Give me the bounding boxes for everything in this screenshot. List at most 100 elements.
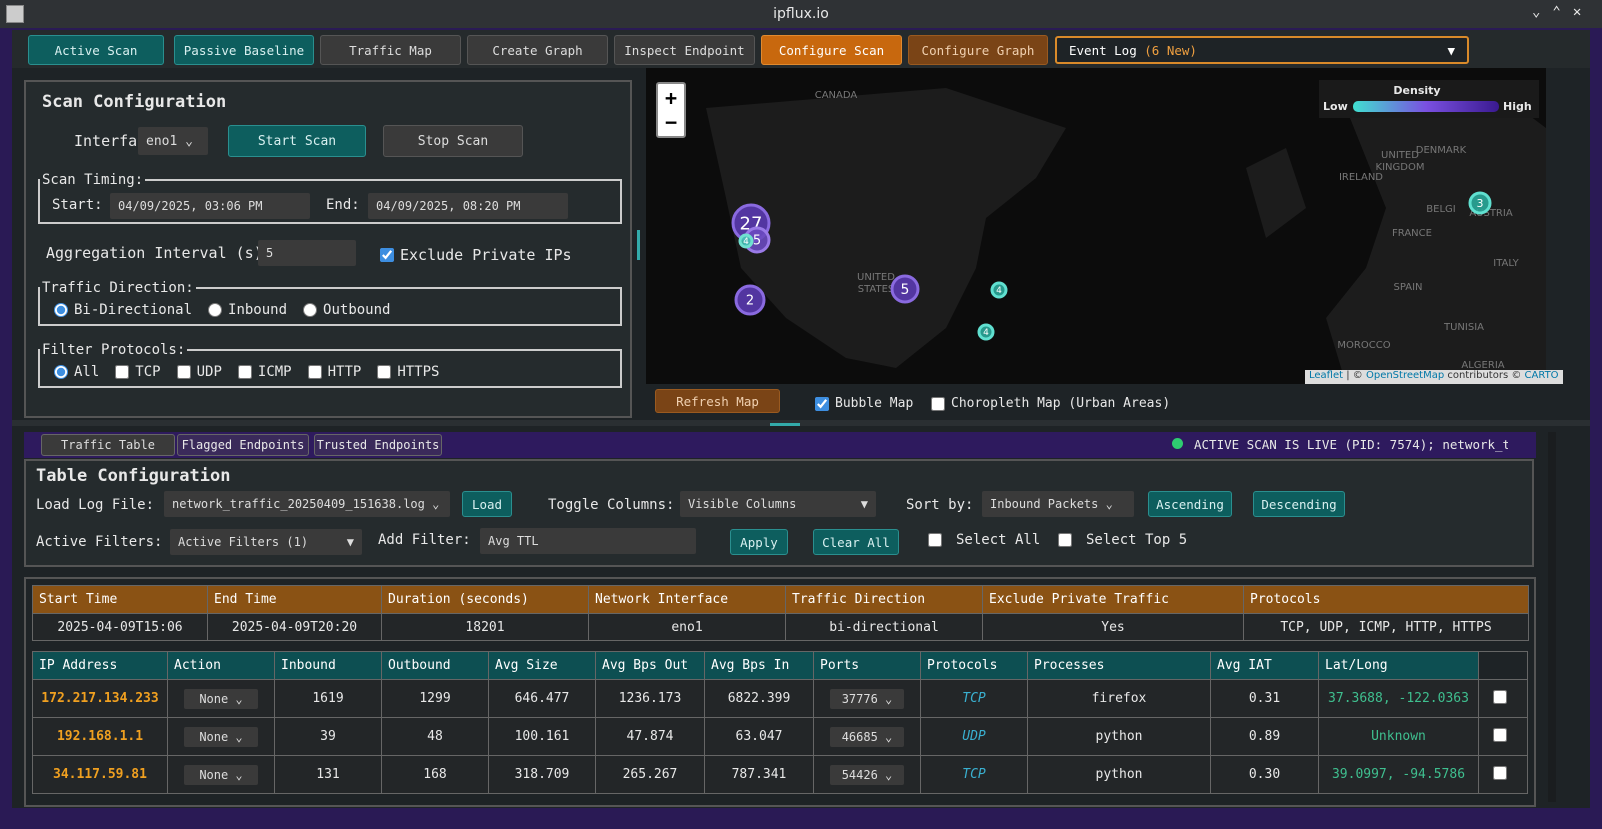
protocol-label: UDP [196,364,222,380]
cell: 0.89 [1210,717,1319,756]
direction-radio[interactable] [303,303,318,317]
interface-select[interactable]: eno1 ⌄ [138,127,208,155]
select-all-checkbox[interactable] [928,533,942,547]
cell: 47.874 [595,717,705,756]
legend-title: Density [1393,84,1441,97]
exclude-checkbox[interactable] [380,248,394,262]
aggregation-label: Aggregation Interval (s) [46,244,263,262]
map-label: KINGDOM [1376,162,1425,173]
sort-select[interactable]: Inbound Packets ⌄ [982,491,1134,517]
apply-button[interactable]: Apply [730,529,788,555]
file-select[interactable]: network_traffic_20250409_151638.log ⌄ [164,491,450,517]
direction-radio[interactable] [208,303,223,317]
start-scan-button[interactable]: Start Scan [228,125,366,157]
add-filter-label: Add Filter: [378,532,471,548]
avg-iat: 0.31 [1248,691,1281,706]
toggle-select[interactable]: Visible Columns ▼ [680,491,876,517]
map[interactable]: CANADAUNITEDSTATESDENMARKUNITEDKINGDOMIR… [646,68,1546,384]
cell: 646.477 [488,679,596,718]
attr-link[interactable]: Leaflet [1309,370,1344,381]
select-top-checkbox[interactable] [1058,533,1072,547]
tab-button[interactable]: Inspect Endpoint [614,35,755,65]
cell: 39 [274,717,382,756]
row-checkbox[interactable] [1493,727,1507,742]
protocol-checkbox[interactable] [176,365,191,379]
tab-button[interactable]: Configure Scan [761,35,902,65]
status-dot [1172,438,1183,449]
attr-link[interactable]: CARTO [1524,370,1559,381]
stop-scan-button[interactable]: Stop Scan [383,125,523,157]
protocol-option: TCP [115,364,161,380]
direction-radio[interactable] [54,303,68,317]
inbound: 1619 [312,691,344,706]
protocol-radio[interactable] [54,365,68,379]
bottom-tab[interactable]: Traffic Table [41,434,175,456]
ports-select[interactable]: 46685 ⌄ [830,726,904,747]
lat-long: 39.0997, -94.5786 [1331,767,1466,782]
action-select[interactable]: None ⌄ [184,764,258,785]
attr-link[interactable]: OpenStreetMap [1365,370,1445,381]
header-cell: Lat/Long [1318,651,1479,680]
tab-button[interactable]: Create Graph [467,35,608,65]
protocol-label: HTTP [327,364,362,380]
zoom-out[interactable]: − [664,110,678,134]
load-button[interactable]: Load [462,491,512,517]
ascending-button[interactable]: Ascending [1148,491,1232,517]
end-input[interactable]: 04/09/2025, 08:20 PM [368,193,568,219]
map-label: UNITED [1381,150,1419,161]
bubble-checkbox[interactable] [815,396,829,411]
filters-select[interactable]: Active Filters (1) ▼ [170,529,362,555]
event-log-dropdown[interactable]: Event Log (6 New) ▼ [1055,36,1469,64]
map-label: IRELAND [1339,172,1383,183]
summary-cell: eno1 [588,613,786,641]
tab-button[interactable]: Active Scan [28,35,164,65]
bottom-tab[interactable]: Trusted Endpoints [314,434,442,456]
cell: None ⌄ [167,717,275,756]
start-input[interactable]: 04/09/2025, 03:06 PM [110,193,310,219]
protocol-checkbox[interactable] [115,365,130,379]
ports-select[interactable]: 54426 ⌄ [830,764,904,785]
bottom-tab-bar: Traffic Table Flagged Endpoints Trusted En… [24,432,1536,458]
zoom-in[interactable]: + [664,86,678,110]
exclude-label: Exclude Private IPs [400,246,572,264]
header-cell: End Time [207,585,382,614]
horizontal-splitter[interactable] [12,420,1590,426]
protocol-checkbox[interactable] [307,365,322,379]
map-label: ITALY [1493,258,1519,269]
protocol-checkbox[interactable] [237,365,252,379]
action-select[interactable]: None ⌄ [184,726,258,747]
cell: None ⌄ [167,755,275,794]
title-bar: ipflux.io ⌄⌃✕ [0,0,1602,28]
refresh-map-button[interactable]: Refresh Map [655,389,780,413]
row-checkbox[interactable] [1493,689,1507,704]
bottom-tab[interactable]: Flagged Endpoints [177,434,309,456]
protocol-checkbox[interactable] [377,365,392,379]
row-checkbox[interactable] [1493,765,1507,780]
cluster-bubble [738,233,754,249]
protocol-options: All TCP UDP ICMP HTTP HTTPS [54,364,455,383]
tab-button[interactable]: Configure Graph [908,35,1048,65]
inbound: 131 [316,767,340,782]
table-row: 192.168.1.1 None ⌄ 39 48 100.161 47.874 63.047… [32,717,1528,756]
tab-button[interactable]: Passive Baseline [174,35,314,65]
density-legend: Density Low High [1319,80,1539,118]
tab-button[interactable]: Traffic Map [320,35,461,65]
window-controls[interactable]: ⌄⌃✕ [1532,4,1594,20]
add-filter-select[interactable]: Avg TTL [480,528,696,554]
ports-select[interactable]: 37776 ⌄ [830,688,904,709]
clear-button[interactable]: Clear All [813,529,899,555]
splitter-handle[interactable] [637,230,640,260]
action-select[interactable]: None ⌄ [184,688,258,709]
aggregation-input[interactable]: 5 [258,240,356,266]
bps-in: 63.047 [735,729,783,744]
choropleth-checkbox[interactable] [931,396,945,411]
splitter-handle[interactable] [770,423,800,426]
process: python [1095,767,1143,782]
scrollbar[interactable] [1548,432,1556,802]
descending-button[interactable]: Descending [1253,491,1345,517]
toggle-value: Visible Columns [688,497,797,511]
header-cell: Avg IAT [1210,651,1319,680]
cell: 100.161 [488,717,596,756]
attribution: Leaflet | © OpenStreetMap contributors ©… [1305,370,1563,384]
attr-text: contributors © [1444,370,1525,381]
